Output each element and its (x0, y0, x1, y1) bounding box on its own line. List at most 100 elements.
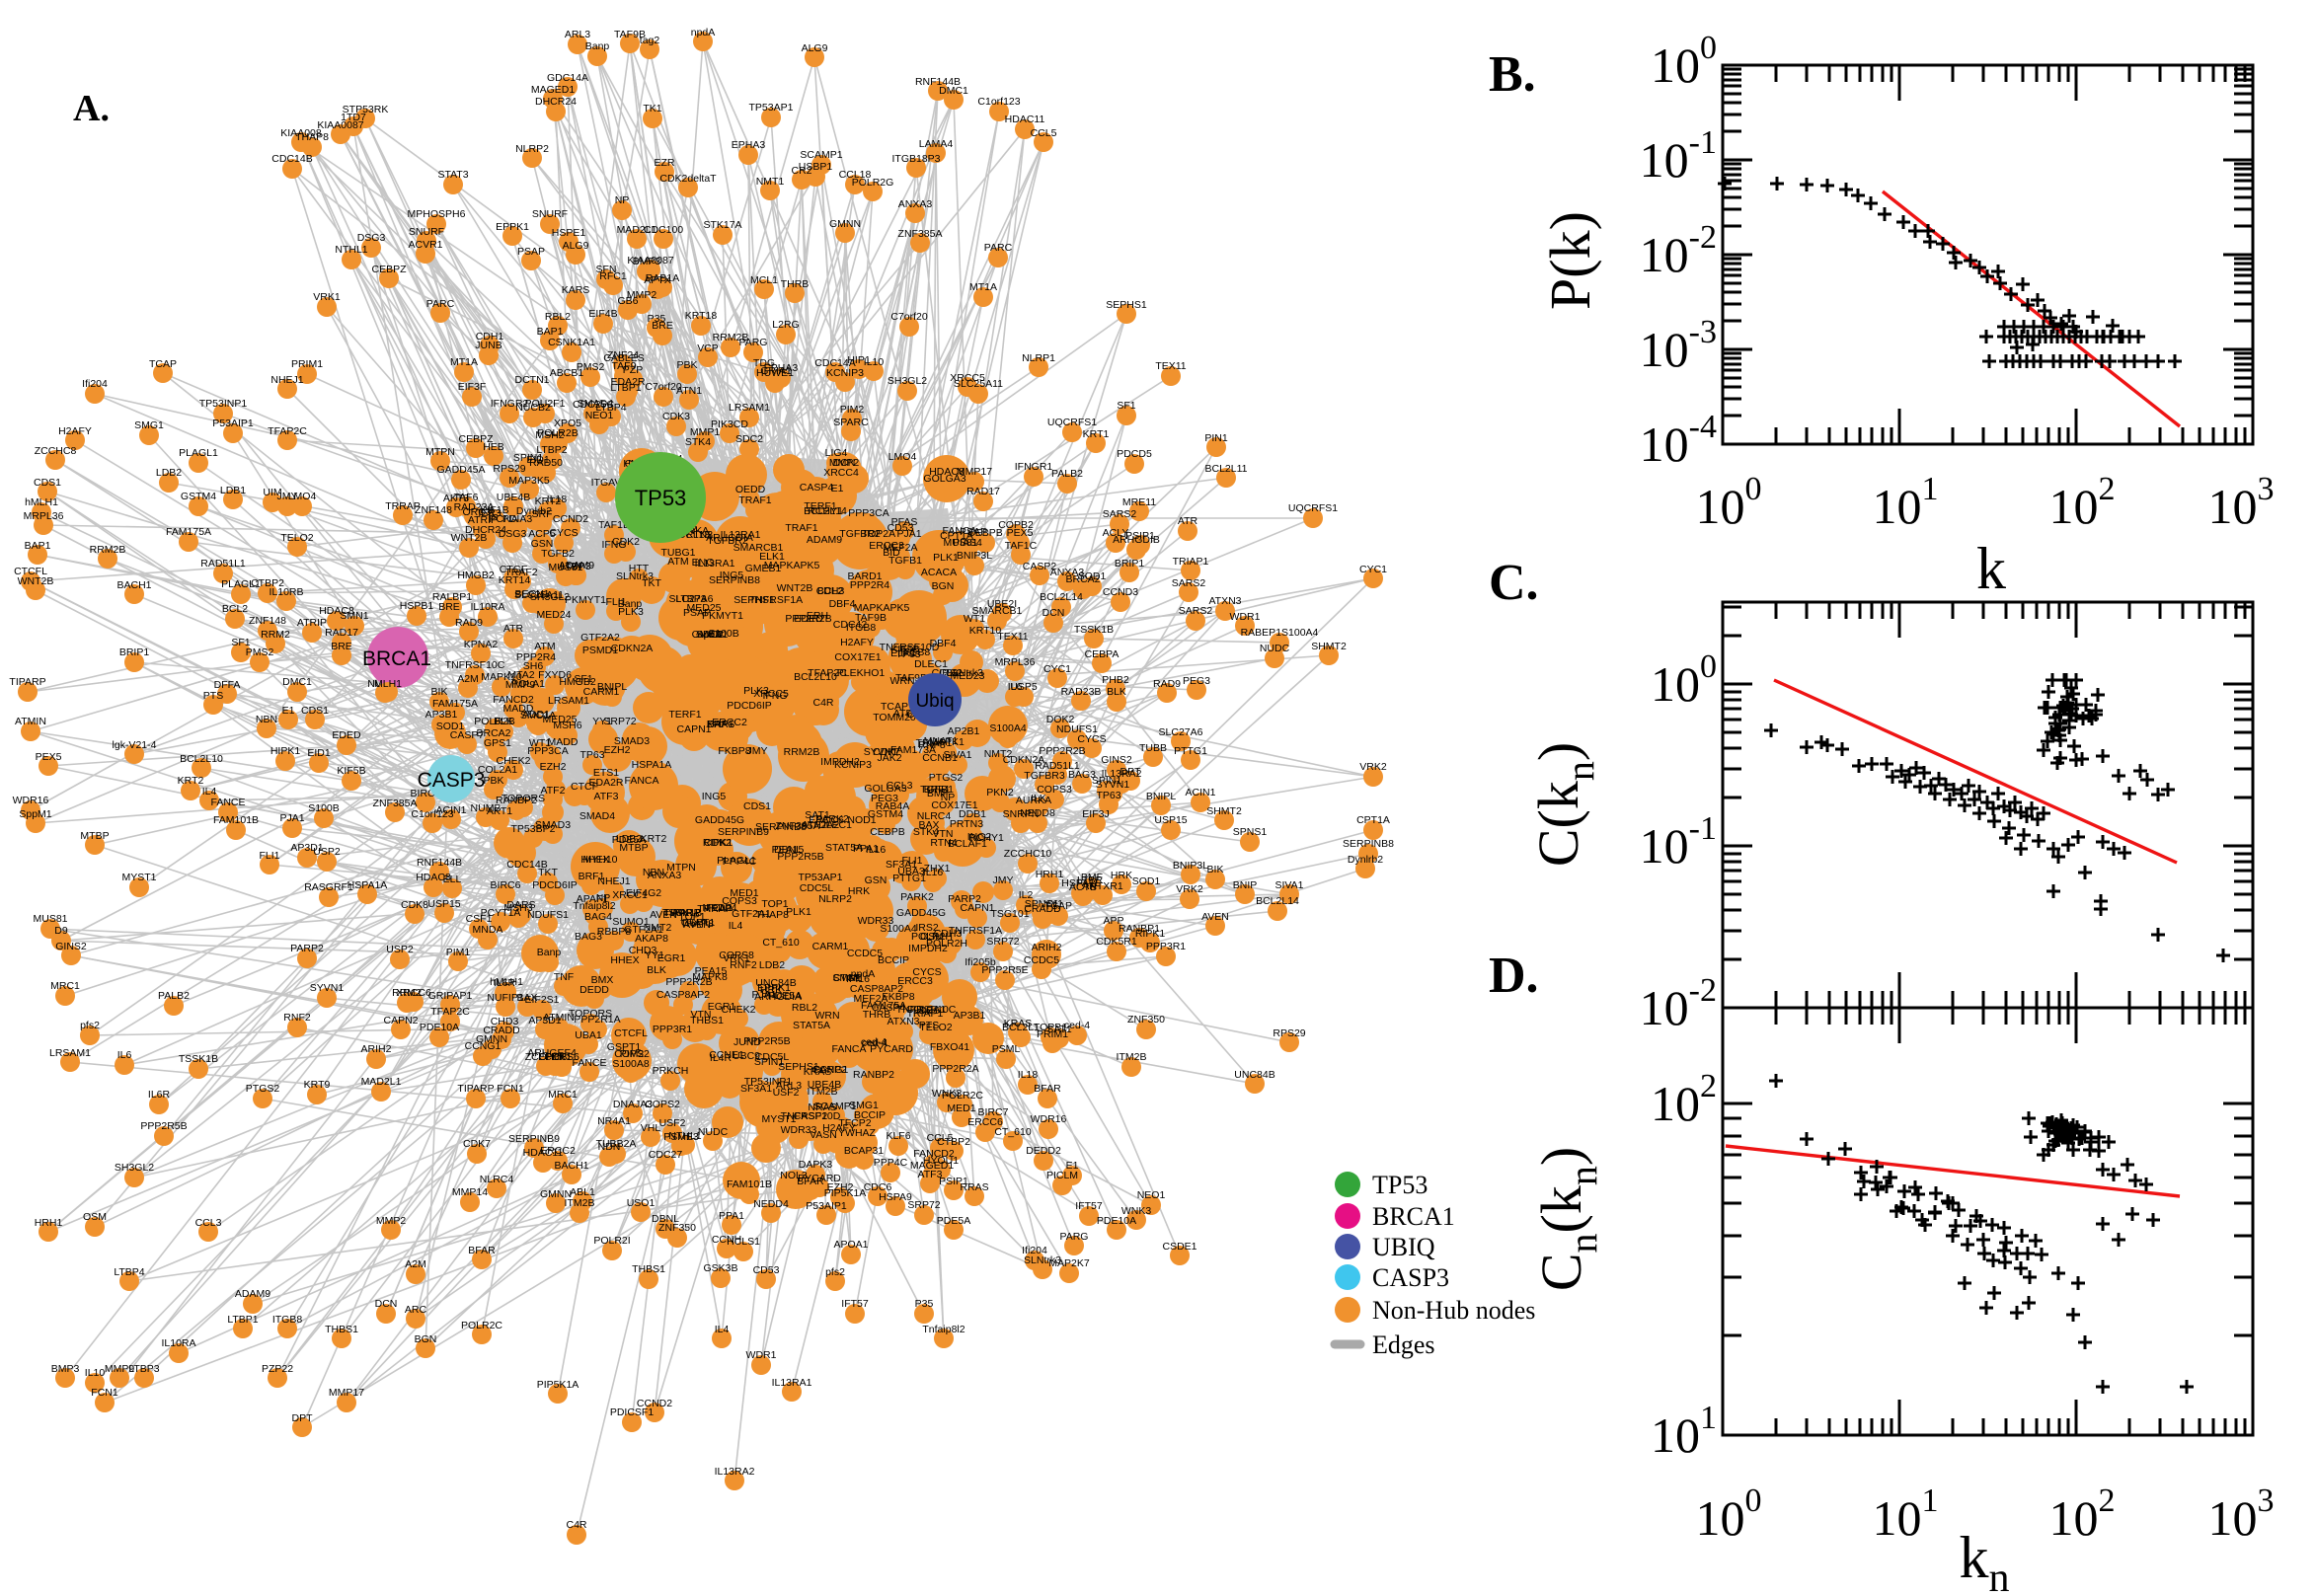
svg-text:WT1: WT1 (964, 613, 985, 625)
svg-text:TNFRSF10C: TNFRSF10C (445, 659, 505, 671)
svg-text:FCN1: FCN1 (497, 1083, 524, 1095)
svg-text:IFT57: IFT57 (841, 1298, 869, 1310)
svg-text:100: 100 (1696, 471, 1762, 534)
svg-text:FLI1: FLI1 (259, 850, 279, 862)
svg-text:JUND: JUND (733, 1036, 761, 1048)
svg-text:CDK3: CDK3 (662, 411, 690, 422)
svg-text:BAX: BAX (918, 819, 939, 831)
svg-text:KRT1: KRT1 (1083, 428, 1110, 440)
svg-text:PARP2: PARP2 (948, 893, 981, 905)
svg-text:AVEN: AVEN (650, 909, 677, 921)
svg-text:RRM2: RRM2 (261, 629, 290, 641)
svg-text:WDR16: WDR16 (13, 795, 49, 806)
svg-text:MED25: MED25 (542, 714, 577, 725)
svg-text:CDC100: CDC100 (644, 224, 683, 236)
svg-text:CCNB1: CCNB1 (922, 752, 958, 764)
svg-text:BRCA1: BRCA1 (1372, 1202, 1455, 1231)
svg-text:CCND2: CCND2 (553, 513, 588, 525)
svg-text:IL10RA: IL10RA (470, 601, 504, 613)
svg-text:FBXO41: FBXO41 (930, 1041, 969, 1053)
svg-text:MTBP: MTBP (80, 830, 109, 842)
svg-text:Dynlrb2: Dynlrb2 (1348, 854, 1383, 866)
svg-text:POLR2C: POLR2C (461, 1320, 502, 1331)
svg-text:TUBB2A: TUBB2A (596, 1138, 637, 1150)
svg-text:ACIN1: ACIN1 (436, 804, 467, 816)
svg-text:NTHL1: NTHL1 (668, 1130, 701, 1142)
svg-text:CDKN2A: CDKN2A (611, 643, 654, 654)
svg-text:BAP1: BAP1 (25, 540, 51, 552)
svg-text:FAM101B: FAM101B (727, 1178, 772, 1190)
svg-text:CDK2: CDK2 (704, 837, 732, 849)
svg-text:SARS2: SARS2 (1103, 508, 1137, 520)
svg-text:FCN1: FCN1 (91, 1387, 118, 1399)
svg-text:USO1: USO1 (627, 1197, 656, 1209)
svg-text:C1orf123: C1orf123 (977, 96, 1020, 108)
svg-text:BMP3: BMP3 (633, 256, 661, 267)
svg-text:FANCA: FANCA (624, 775, 658, 787)
svg-text:PARG: PARG (739, 337, 768, 348)
svg-text:EDED: EDED (332, 729, 361, 741)
svg-text:KIF5B: KIF5B (337, 765, 365, 777)
svg-text:DHCR24: DHCR24 (465, 524, 506, 536)
svg-text:KLF6: KLF6 (886, 1130, 910, 1142)
svg-text:USF2: USF2 (773, 1087, 800, 1099)
svg-text:BCL2L14: BCL2L14 (1256, 895, 1299, 907)
svg-text:USBP1: USBP1 (799, 161, 833, 173)
svg-text:RAD17: RAD17 (966, 486, 1000, 497)
svg-text:POLR2I: POLR2I (593, 1235, 630, 1247)
svg-text:RAD50: RAD50 (529, 457, 563, 469)
svg-text:CDC5L: CDC5L (800, 882, 834, 894)
svg-text:Ifi204: Ifi204 (82, 378, 108, 390)
svg-text:ARL3: ARL3 (565, 29, 590, 40)
svg-text:SCAMP1: SCAMP1 (800, 149, 842, 161)
svg-text:NEO1: NEO1 (1137, 1189, 1166, 1201)
svg-text:UBIQ: UBIQ (1372, 1233, 1435, 1261)
svg-text:ELL: ELL (443, 874, 462, 885)
svg-text:MAPK8: MAPK8 (692, 971, 728, 983)
svg-text:GRIPAP1: GRIPAP1 (428, 990, 473, 1002)
svg-text:POLR2B: POLR2B (474, 716, 514, 727)
svg-text:CDK7: CDK7 (463, 1138, 491, 1150)
svg-text:PTTG1: PTTG1 (1174, 745, 1207, 757)
svg-text:NEDD8: NEDD8 (1020, 807, 1055, 819)
svg-text:POLR2G: POLR2G (852, 177, 894, 189)
svg-text:AP2B1: AP2B1 (948, 725, 980, 737)
svg-text:hMLH1: hMLH1 (490, 976, 523, 988)
svg-text:THBS1: THBS1 (325, 1324, 358, 1335)
svg-text:PIM1: PIM1 (446, 947, 471, 958)
svg-text:FAM175A: FAM175A (432, 698, 478, 710)
svg-text:SF1: SF1 (574, 673, 592, 685)
svg-text:Ubiq: Ubiq (915, 691, 954, 712)
svg-text:PTS: PTS (203, 690, 223, 702)
svg-text:HSPA1A: HSPA1A (632, 759, 672, 771)
svg-text:NUMB: NUMB (471, 802, 502, 814)
svg-text:RBL2: RBL2 (545, 311, 571, 323)
svg-text:PSIP1: PSIP1 (939, 1176, 968, 1187)
svg-text:EIF4G2: EIF4G2 (626, 887, 661, 899)
svg-text:L2RG: L2RG (772, 319, 799, 331)
svg-text:VRK2: VRK2 (1359, 761, 1387, 773)
svg-text:RABEP1S100A4: RABEP1S100A4 (1241, 627, 1319, 639)
svg-text:npdA: npdA (691, 27, 716, 38)
svg-text:MAGED1: MAGED1 (531, 84, 576, 96)
svg-text:PTS: PTS (919, 1020, 939, 1031)
svg-text:MRC1: MRC1 (50, 980, 80, 992)
svg-text:BMP3: BMP3 (51, 1363, 80, 1375)
svg-text:BIRC7: BIRC7 (978, 1106, 1009, 1118)
svg-text:BCL2L10: BCL2L10 (180, 753, 223, 765)
svg-text:RPS29: RPS29 (1273, 1027, 1305, 1039)
svg-text:MAPKAPK5: MAPKAPK5 (854, 602, 910, 614)
svg-text:GADD45G: GADD45G (896, 907, 946, 919)
svg-text:TAF1C: TAF1C (1005, 540, 1038, 552)
svg-text:ARIH2: ARIH2 (361, 1043, 392, 1055)
svg-text:XPO5: XPO5 (554, 418, 581, 429)
svg-text:PLK1: PLK1 (933, 552, 959, 564)
svg-text:CDS1: CDS1 (301, 705, 329, 717)
svg-text:PPP4C: PPP4C (723, 856, 757, 868)
svg-text:CEBPZ: CEBPZ (458, 433, 494, 445)
svg-text:BNIP3L: BNIP3L (957, 550, 992, 562)
svg-text:D9: D9 (54, 925, 68, 937)
svg-text:RNF8: RNF8 (918, 739, 946, 751)
svg-text:COPB2: COPB2 (998, 519, 1034, 531)
svg-text:tag2: tag2 (640, 35, 660, 46)
